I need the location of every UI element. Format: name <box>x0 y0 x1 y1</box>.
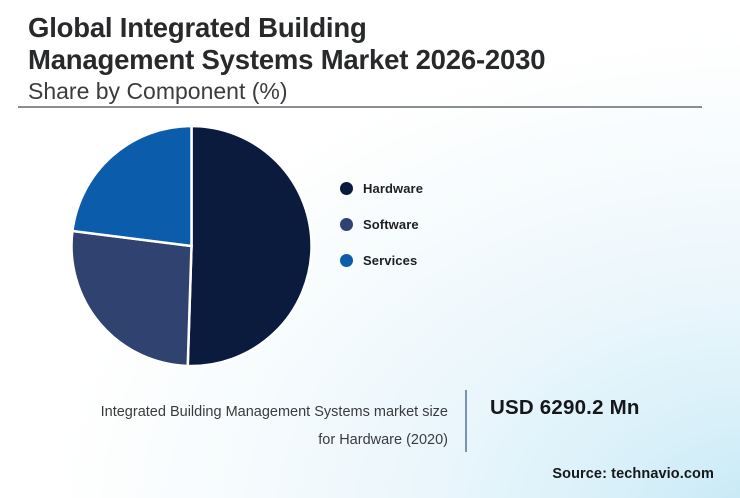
legend-dot-icon <box>340 181 353 195</box>
chart-header: Global Integrated Building Management Sy… <box>28 12 708 105</box>
header-divider <box>18 106 702 108</box>
pie-slices <box>70 124 313 368</box>
chart-legend: Hardware Software Services <box>340 170 540 278</box>
chart-footer: Integrated Building Management Systems m… <box>0 386 740 498</box>
pie-slice-services[interactable] <box>71 124 193 248</box>
legend-item-label: Hardware <box>363 180 424 196</box>
legend-item-software[interactable]: Software <box>340 206 540 242</box>
legend-item-label: Software <box>363 216 419 232</box>
page-title: Global Integrated Building Management Sy… <box>28 12 546 75</box>
footer-divider <box>465 390 467 452</box>
legend-dot-icon <box>340 217 353 231</box>
pie-chart <box>55 112 330 382</box>
source-attribution: Source: technavio.com <box>552 466 714 482</box>
page-subtitle: Share by Component (%) <box>28 77 288 104</box>
legend-item-label: Services <box>363 252 418 268</box>
pie-slice-hardware[interactable] <box>186 124 313 368</box>
legend-item-hardware[interactable]: Hardware <box>340 170 540 206</box>
legend-item-services[interactable]: Services <box>340 242 540 278</box>
legend-dot-icon <box>340 253 353 267</box>
pie-slice-software[interactable] <box>70 229 193 368</box>
market-size-value: USD 6290.2 Mn <box>490 396 640 419</box>
footer-caption: Integrated Building Management Systems m… <box>100 404 448 449</box>
pie-chart-svg <box>70 124 313 368</box>
